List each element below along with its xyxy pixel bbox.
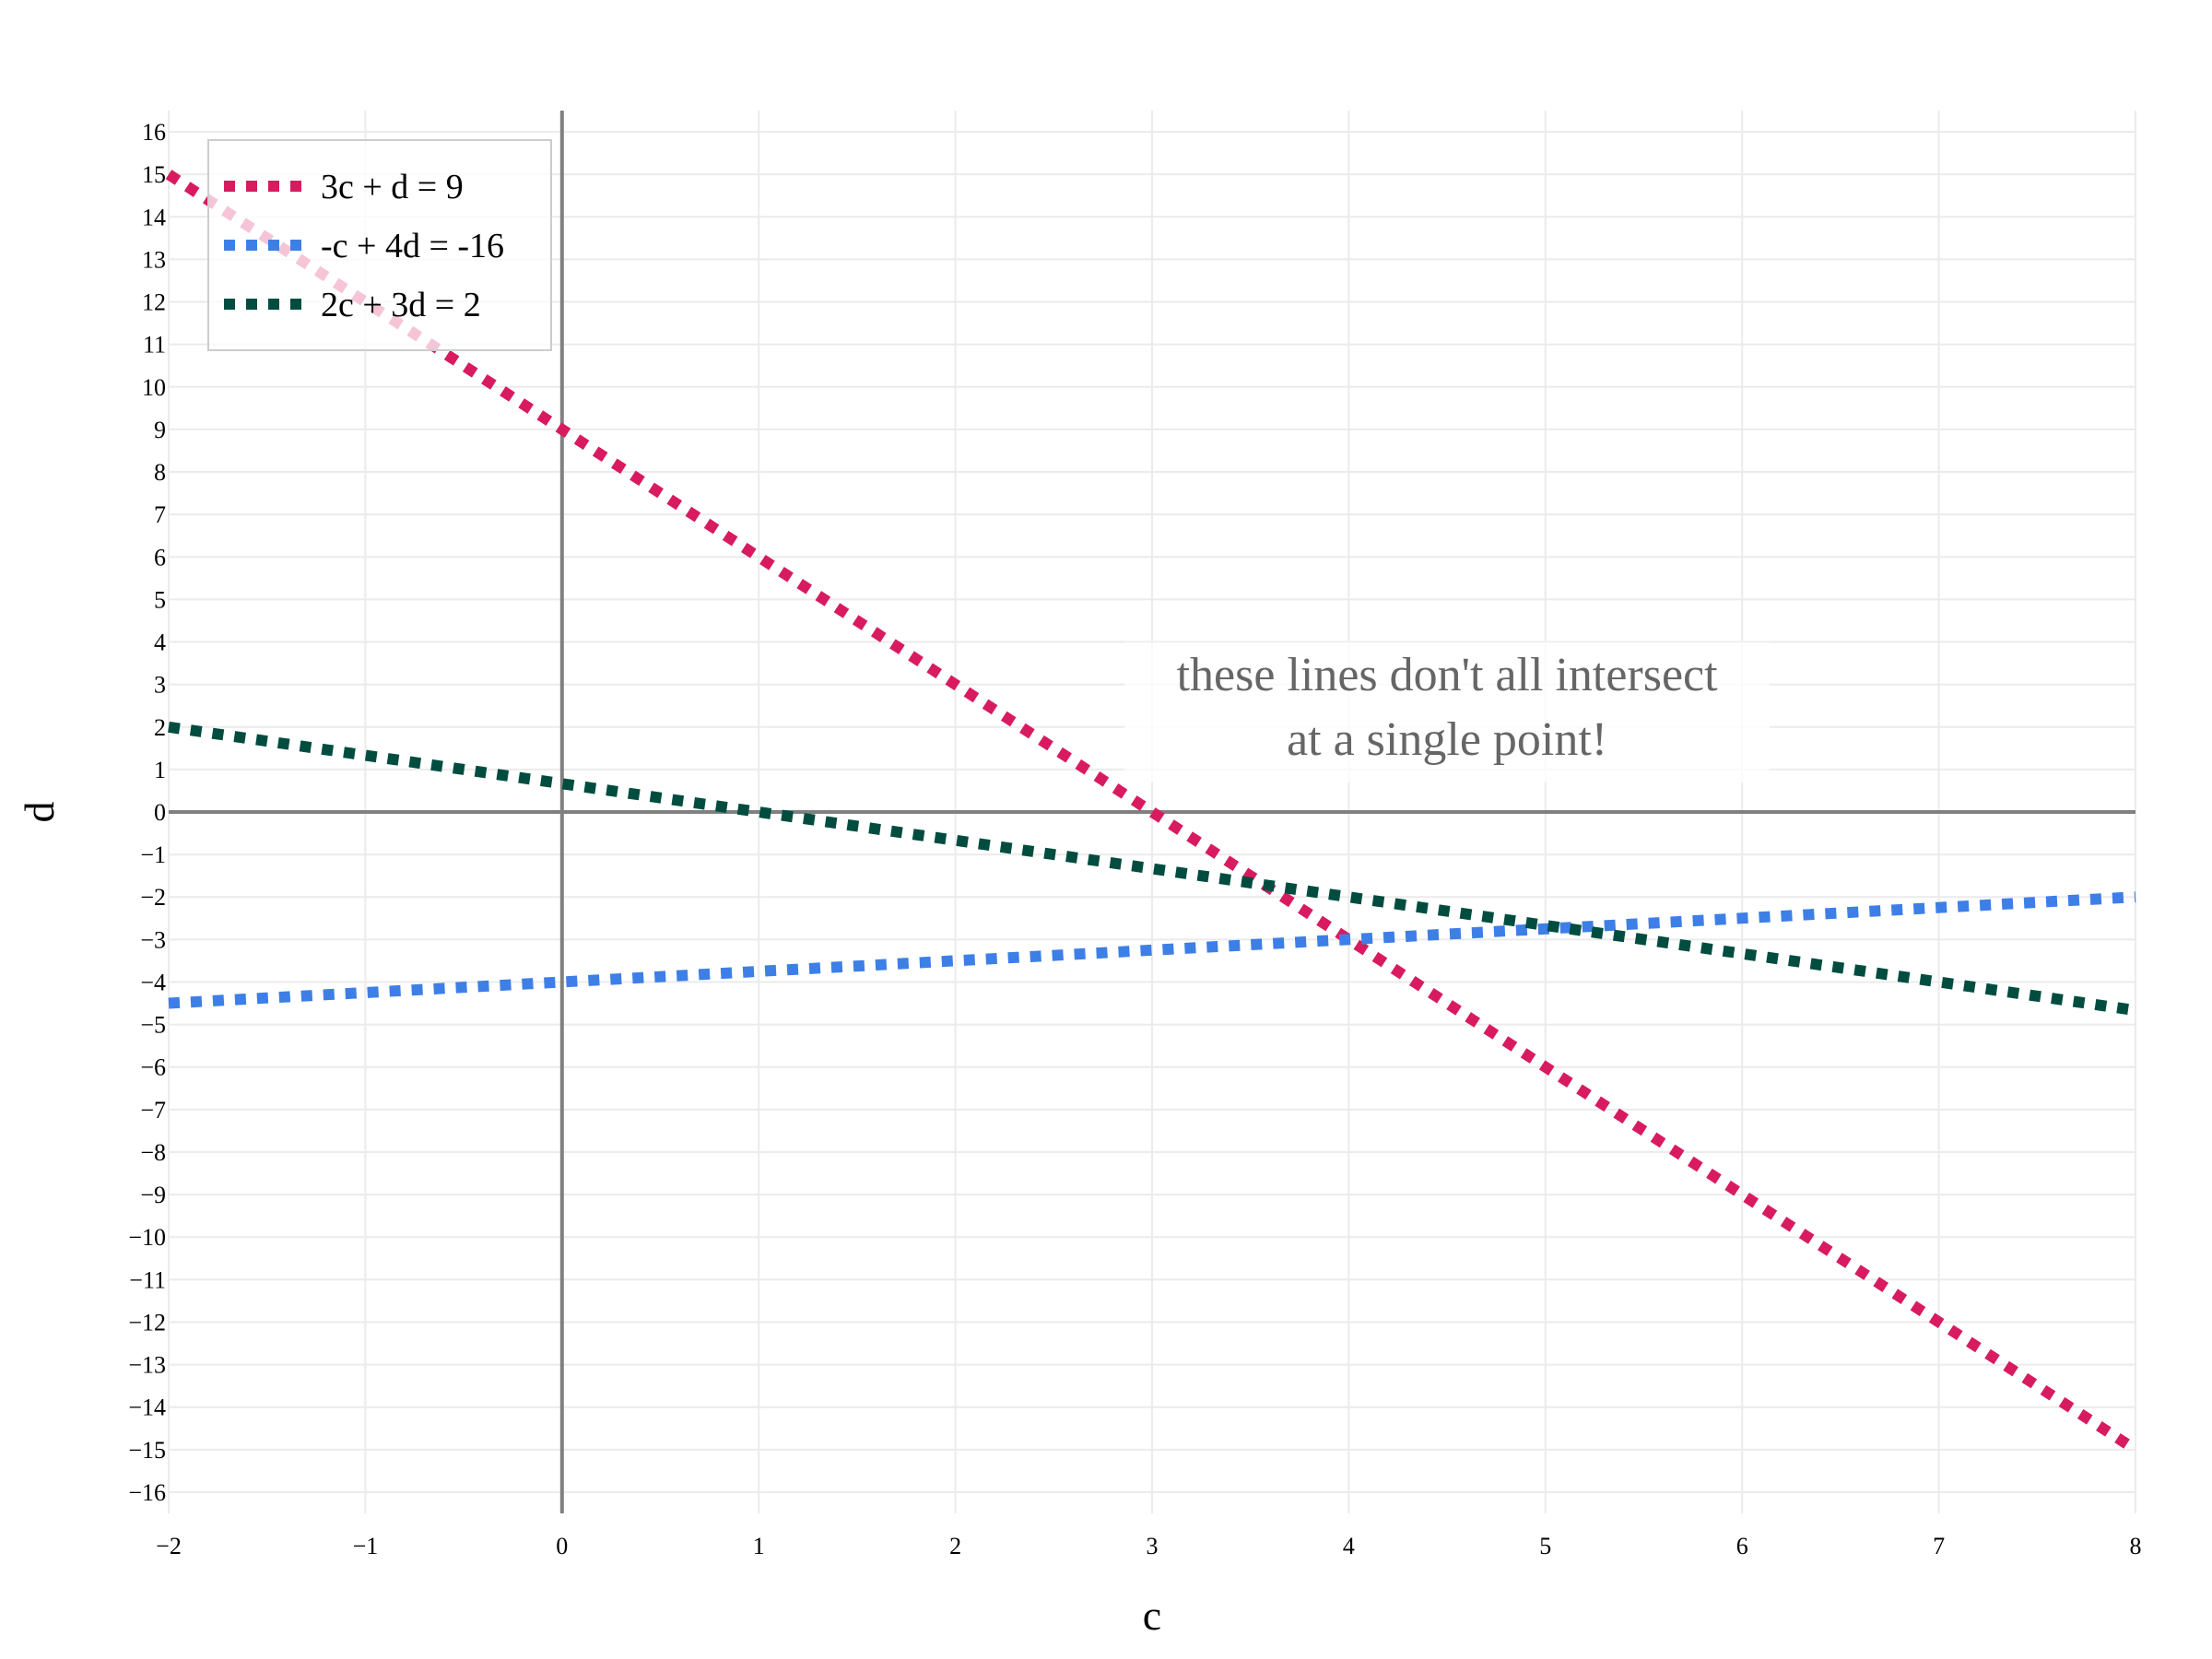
zero-lines	[169, 111, 2136, 1513]
x-tick-label: 4	[1343, 1533, 1355, 1559]
y-tick-label: 10	[142, 374, 166, 401]
y-tick-label: −10	[128, 1224, 166, 1251]
annotation-text: at a single point!	[1287, 713, 1607, 766]
y-axis-ticks: 161514131211109876543210−1−2−3−4−5−6−7−8…	[128, 119, 166, 1506]
y-tick-label: −6	[140, 1054, 166, 1081]
y-tick-label: 5	[154, 586, 166, 613]
y-tick-label: −7	[140, 1097, 166, 1124]
y-tick-label: 4	[154, 629, 166, 656]
x-axis-title: c	[1143, 1592, 1161, 1639]
legend-item-label[interactable]: 3c + d = 9	[321, 168, 464, 206]
annotation: these lines don't all intersect at a sing…	[1124, 641, 1771, 782]
legend[interactable]: 3c + d = 9 -c + 4d = -16 2c + 3d = 2	[207, 139, 552, 351]
y-tick-label: −9	[140, 1182, 166, 1208]
series-lines	[165, 170, 2139, 1454]
legend-item-label[interactable]: -c + 4d = -16	[321, 227, 504, 265]
y-tick-label: −13	[128, 1352, 166, 1379]
series-line-1	[165, 170, 2139, 1454]
y-tick-label: −3	[140, 926, 166, 953]
legend-box	[207, 139, 552, 351]
x-axis-ticks: −2 −1 0 1 2 3 4 5 6 7 8	[156, 1533, 2141, 1559]
y-tick-label: −15	[128, 1437, 166, 1464]
y-tick-label: 2	[154, 714, 166, 741]
y-tick-label: −5	[140, 1012, 166, 1039]
y-tick-label: −14	[128, 1394, 166, 1421]
y-tick-label: 11	[143, 332, 166, 359]
y-tick-label: 15	[142, 161, 166, 188]
y-tick-label: 0	[154, 799, 166, 826]
y-tick-label: 9	[154, 417, 166, 443]
y-tick-label: 1	[154, 757, 166, 783]
y-tick-label: −2	[140, 884, 166, 911]
annotation-background	[1124, 641, 1771, 782]
y-tick-label: −16	[128, 1479, 166, 1506]
x-tick-label: 2	[949, 1533, 961, 1559]
x-tick-label: 7	[1933, 1533, 1945, 1559]
x-tick-label: 0	[556, 1533, 568, 1559]
x-tick-label: −1	[353, 1533, 379, 1559]
y-tick-label: −1	[140, 841, 166, 868]
y-tick-label: 3	[154, 672, 166, 699]
y-axis-title: d	[16, 802, 63, 823]
y-tick-label: 13	[142, 246, 166, 273]
annotation-text: these lines don't all intersect	[1177, 649, 1719, 701]
legend-item-label[interactable]: 2c + 3d = 2	[321, 286, 481, 324]
y-tick-label: −4	[140, 969, 166, 995]
x-tick-label: 3	[1147, 1533, 1159, 1559]
y-tick-label: 8	[154, 459, 166, 486]
y-tick-label: −11	[129, 1266, 166, 1293]
x-tick-label: 8	[2130, 1533, 2142, 1559]
y-tick-label: −8	[140, 1139, 166, 1166]
x-tick-label: 1	[753, 1533, 765, 1559]
y-tick-label: −12	[128, 1309, 166, 1335]
y-tick-label: 12	[142, 289, 166, 316]
y-tick-label: 6	[154, 544, 166, 571]
y-tick-label: 14	[142, 204, 166, 230]
x-tick-label: −2	[156, 1533, 182, 1559]
x-tick-label: 6	[1736, 1533, 1748, 1559]
y-tick-label: 7	[154, 501, 166, 528]
series-line-2	[168, 891, 2136, 1009]
y-tick-label: 16	[142, 119, 166, 146]
x-tick-label: 5	[1539, 1533, 1551, 1559]
